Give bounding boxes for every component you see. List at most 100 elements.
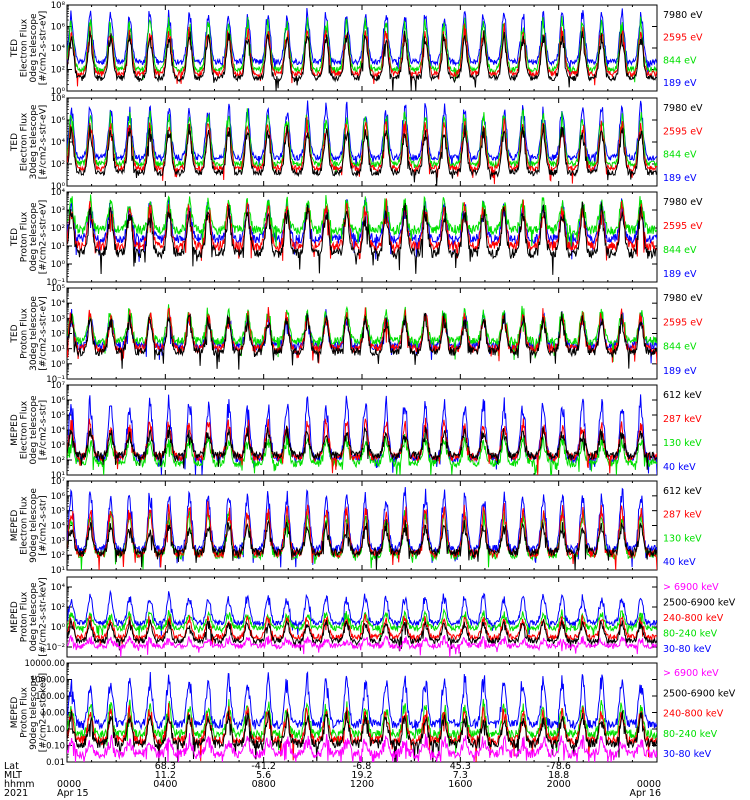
y-tick-label: 10²	[51, 551, 65, 561]
footer-row-label: hhmm	[4, 779, 35, 790]
legend-entry: 2595 eV	[663, 126, 703, 137]
y-tick-label: 10⁰	[51, 260, 66, 270]
series-line-magenta	[67, 634, 657, 657]
y-axis-label-line: MEPED	[10, 601, 20, 633]
y-tick-label: 10⁴	[51, 583, 66, 593]
series-line-black	[67, 425, 657, 470]
y-tick-label: 10¹	[51, 471, 65, 481]
y-axis-label-line: Electron Flux	[19, 496, 29, 555]
legend-entry: 130 keV	[663, 438, 702, 449]
footer-value: 2000	[547, 779, 571, 790]
legend-entry: 7980 eV	[663, 197, 703, 208]
series-line-blue	[67, 670, 657, 734]
series-line-blue	[67, 394, 657, 475]
footer-value: 0000	[57, 779, 81, 790]
y-axis-label-line: Proton Flux	[19, 308, 29, 359]
y-tick-label: 100.00	[35, 692, 65, 702]
legend-entry: 189 eV	[663, 269, 697, 280]
legend-entry: 844 eV	[663, 342, 697, 353]
y-tick-label: 10³	[51, 536, 65, 546]
y-axis-label-line: [#/cm2-s-str]	[38, 495, 48, 555]
y-tick-label: 10⁻¹	[46, 375, 65, 385]
y-axis-label-line: [#/cm2-s-str-eV]	[38, 11, 48, 86]
footer-row-label: Lat	[4, 761, 19, 772]
legend-entry: 130 keV	[663, 533, 702, 544]
y-axis-label: TED Proton Flux 30deg telescope [#/cm2-s-st…	[10, 296, 49, 371]
legend-entry: 2500-6900 keV	[663, 598, 736, 609]
y-tick-label: 0.10	[46, 742, 65, 752]
y-tick-label: 0.01	[46, 758, 65, 768]
legend-entry: 844 eV	[663, 245, 697, 256]
legend-entry: 240-800 keV	[663, 613, 724, 624]
series-line-green	[67, 608, 657, 639]
y-axis-label-line: [#/cm2-s-str-eV]	[38, 105, 48, 180]
y-tick-label: 1000.00	[30, 676, 65, 686]
series-line-red	[67, 501, 657, 570]
series-line-green	[67, 194, 657, 249]
series-line-magenta	[67, 733, 657, 762]
y-tick-label: 10⁻²	[46, 643, 65, 653]
y-tick-label: 10⁰	[51, 623, 66, 633]
series-line-blue	[67, 589, 657, 636]
y-axis-label-line: MEPED	[10, 510, 20, 542]
y-axis-label-line: 30deg telescope	[29, 296, 39, 371]
y-tick-label: 10⁴	[51, 426, 66, 436]
series-line-black	[67, 201, 657, 275]
series-line-red	[67, 613, 657, 647]
legend-entry: > 6900 keV	[663, 668, 719, 679]
legend-entry: > 6900 keV	[663, 582, 719, 593]
series-line-black	[67, 30, 657, 91]
legend-entry: 2595 eV	[663, 221, 703, 232]
series-line-black	[67, 124, 657, 186]
y-axis-label-line: Proton Flux	[19, 211, 29, 262]
y-tick-label: 10⁷	[51, 381, 66, 391]
y-tick-label: 10¹	[51, 566, 65, 576]
legend-entry: 2595 eV	[663, 317, 703, 328]
y-axis-label-line: [#/cm2-s-str-keV]	[38, 577, 48, 656]
legend-entry: 30-80 keV	[663, 749, 712, 760]
series-group	[67, 394, 657, 475]
legend-entry: 40 keV	[663, 462, 696, 473]
y-tick-label: 10²	[51, 66, 65, 76]
legend-entry: 287 keV	[663, 510, 702, 521]
y-tick-label: 10²	[51, 603, 65, 613]
legend-entry: 80-240 keV	[663, 629, 718, 640]
footer-value: 45.3	[450, 761, 471, 772]
legend-entry: 612 keV	[663, 486, 702, 497]
y-tick-label: 10.00	[41, 709, 65, 719]
footer-value: -41.2	[251, 761, 276, 772]
legend-entry: 844 eV	[663, 150, 697, 161]
y-tick-label: 10¹	[51, 242, 65, 252]
footer-value: -6.8	[353, 761, 372, 772]
series-group	[67, 7, 657, 91]
y-tick-label: 10²	[51, 330, 65, 340]
series-line-black	[67, 311, 657, 370]
y-axis-label-line: TED	[10, 39, 20, 58]
y-axis-label-line: [#/cm2-s-str-eV]	[38, 200, 48, 275]
y-tick-label: 10⁶	[51, 396, 66, 406]
legend-entry: 7980 eV	[663, 293, 703, 304]
footer-value: 18.8	[548, 770, 569, 781]
legend-entry: 80-240 keV	[663, 729, 718, 740]
series-line-black	[67, 710, 657, 762]
y-tick-label: 10⁴	[51, 44, 66, 54]
legend-entry: 287 keV	[663, 414, 702, 425]
y-axis-label-line: [#/cm2-s-str]	[38, 400, 48, 460]
legend-entry: 2595 eV	[663, 33, 703, 44]
footer-value: 1600	[448, 779, 472, 790]
y-tick-label: 10³	[51, 441, 65, 451]
y-tick-label: 10⁶	[51, 492, 66, 502]
y-axis-label-line: TED	[10, 133, 20, 152]
legend-entry: 30-80 keV	[663, 644, 712, 655]
y-tick-label: 10⁸	[51, 1, 66, 11]
y-axis-label-line: Electron Flux	[19, 400, 29, 459]
legend-entry: 7980 eV	[663, 103, 703, 114]
y-axis-label-line: Electron Flux	[19, 18, 29, 77]
legend-entry: 189 eV	[663, 173, 697, 184]
